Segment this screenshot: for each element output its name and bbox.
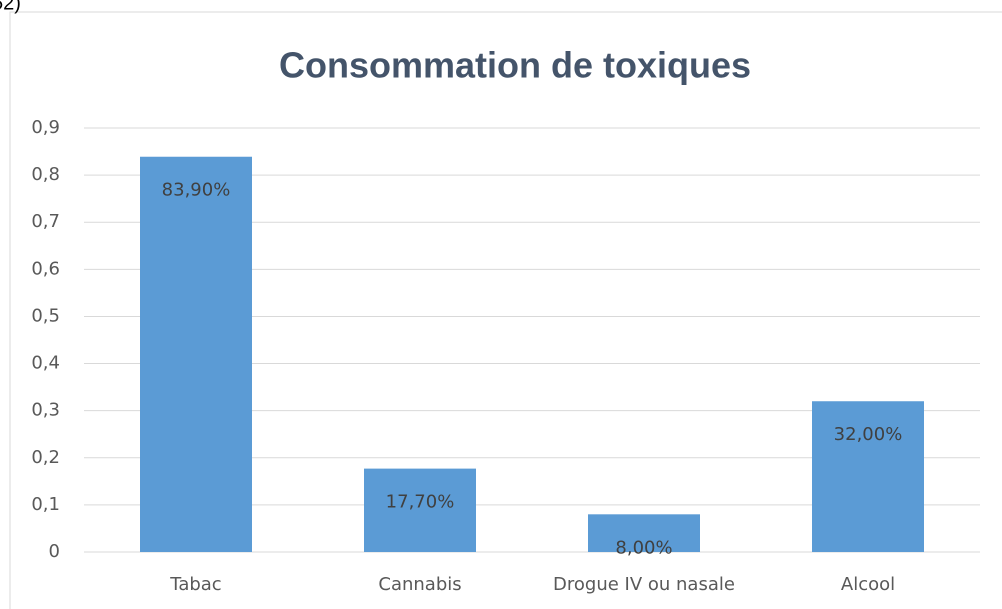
value-label: 17,70% xyxy=(386,492,455,513)
chart-title: Consommation de toxiques xyxy=(279,45,751,86)
bar xyxy=(364,468,476,552)
x-tick-label: Tabac xyxy=(169,574,221,595)
chart-border xyxy=(9,11,1002,609)
y-tick-label: 0,3 xyxy=(31,400,60,421)
y-tick-label: 0,8 xyxy=(31,164,60,185)
y-tick-label: 0,7 xyxy=(31,211,60,232)
y-tick-label: 0,4 xyxy=(31,353,60,374)
value-label: 8,00% xyxy=(615,537,672,558)
y-tick-label: 0 xyxy=(49,541,60,562)
value-label: 83,90% xyxy=(162,180,231,201)
y-tick-label: 0,9 xyxy=(31,117,60,138)
bar xyxy=(140,156,252,552)
x-tick-label: Alcool xyxy=(841,574,895,595)
caption-fragment: 52) xyxy=(0,0,21,14)
y-tick-label: 0,1 xyxy=(31,494,60,515)
y-tick-label: 0,5 xyxy=(31,305,60,326)
bar xyxy=(588,514,700,552)
x-tick-label: Drogue IV ou nasale xyxy=(553,574,735,595)
y-tick-label: 0,2 xyxy=(31,447,60,468)
x-tick-label: Cannabis xyxy=(378,574,461,595)
value-label: 32,00% xyxy=(834,424,903,445)
y-tick-label: 0,6 xyxy=(31,258,60,279)
bar xyxy=(812,401,924,552)
